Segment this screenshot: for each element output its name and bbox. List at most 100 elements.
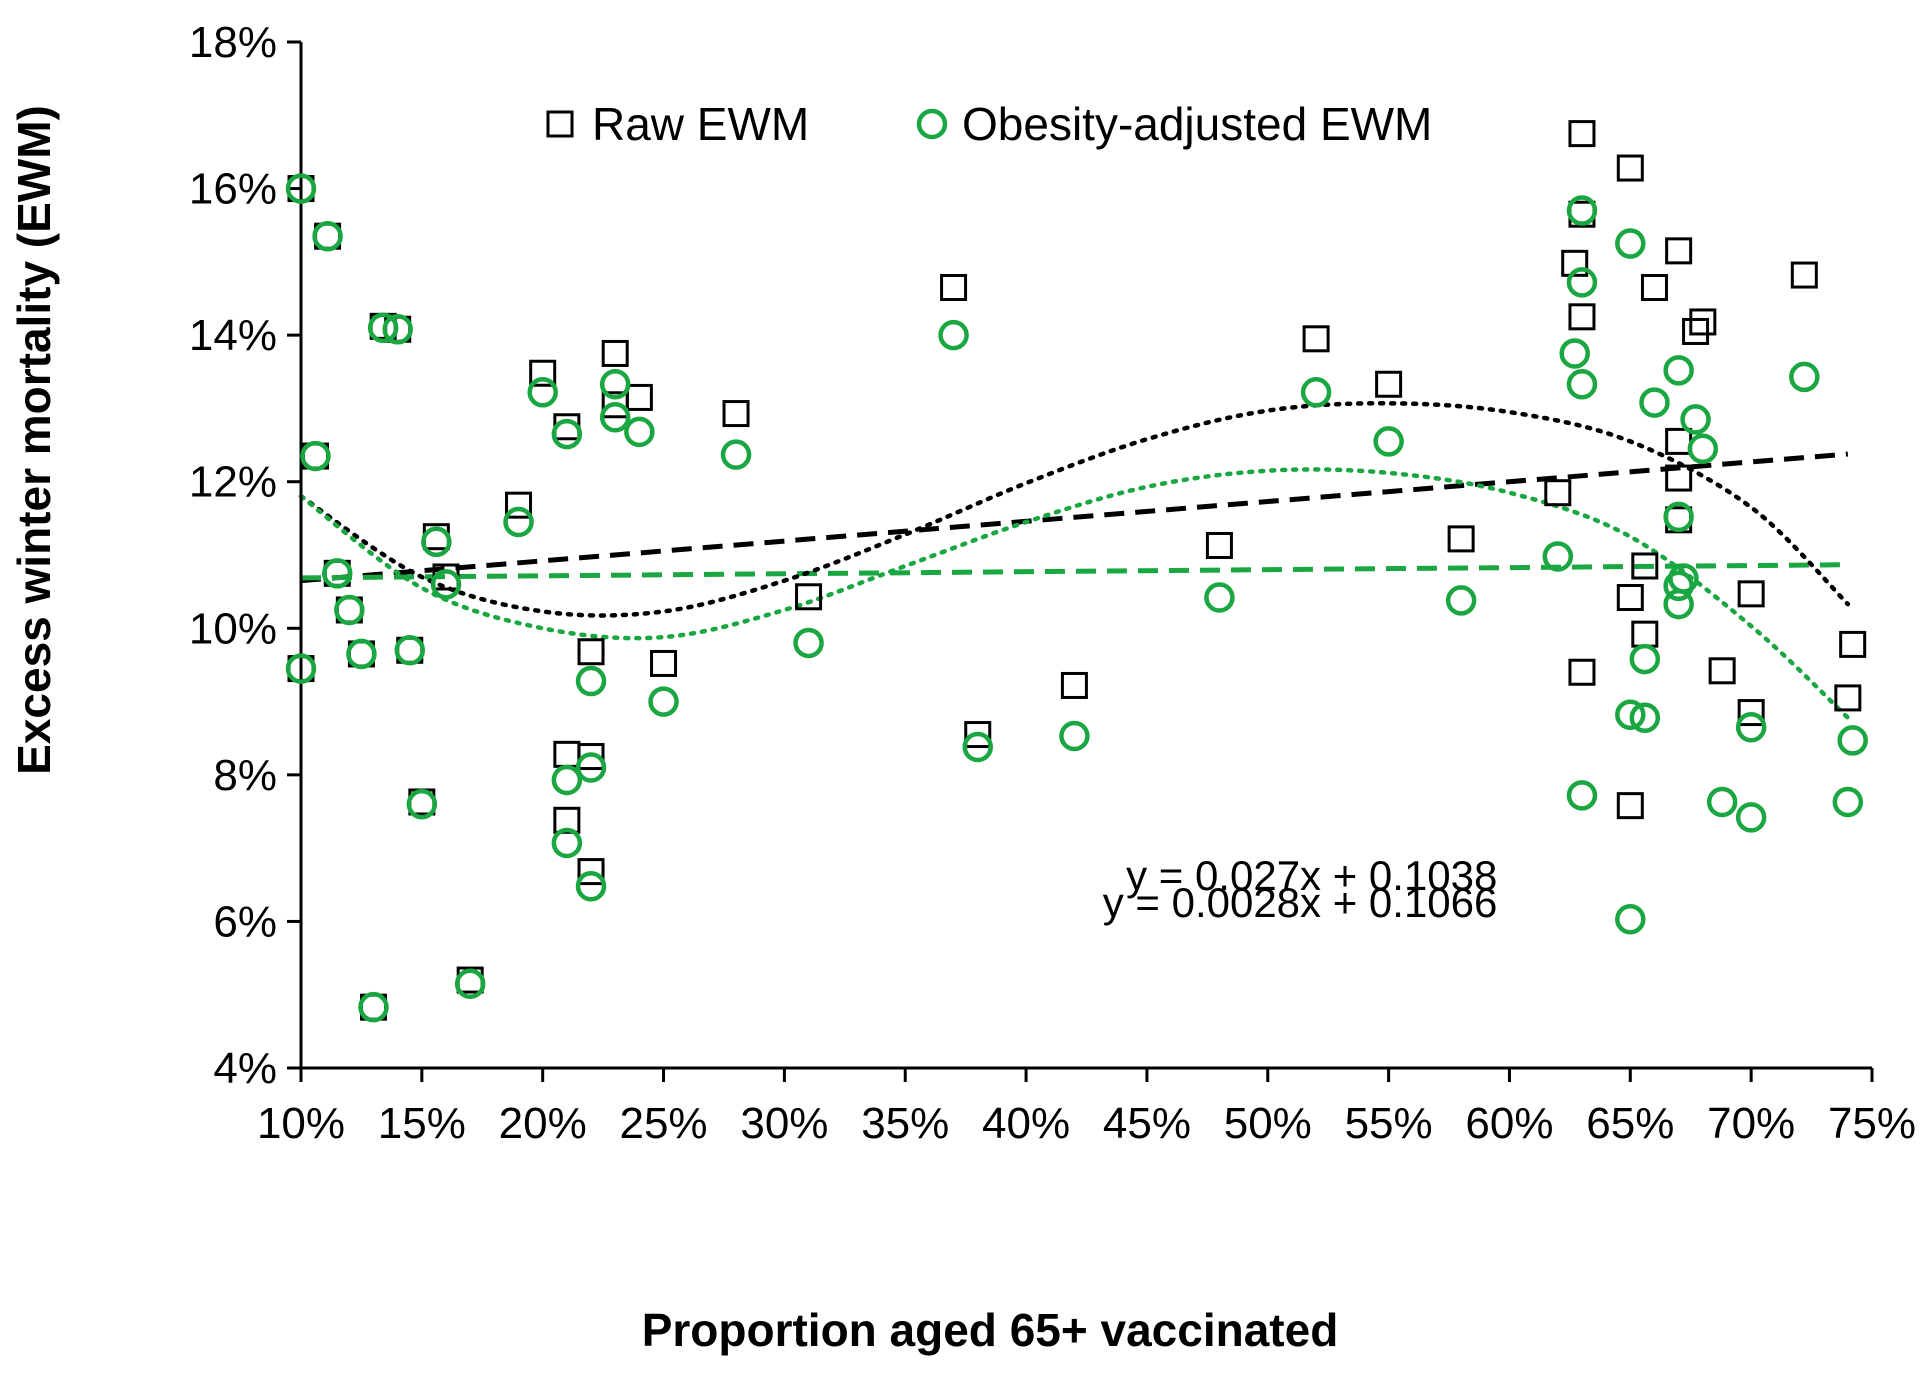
adjusted-ewm-point xyxy=(367,312,399,344)
adjusted-ewm-point xyxy=(1663,501,1694,533)
adjusted-ewm-point xyxy=(1789,361,1820,393)
raw-ewm-point xyxy=(529,359,557,387)
adjusted-ewm-point xyxy=(430,569,462,600)
raw-ewm-point xyxy=(1060,671,1088,699)
legend-label-adjusted: Obesity-adjusted EWM xyxy=(962,98,1432,150)
adjusted-ewm-point xyxy=(1680,404,1711,435)
raw-ewm-point xyxy=(1568,120,1596,148)
adjusted-ewm-point xyxy=(575,665,607,697)
adjusted-ewm-point xyxy=(551,418,583,450)
adjusted-ewm-point xyxy=(599,368,631,400)
axes xyxy=(299,42,1872,1070)
raw-ewm-point xyxy=(964,721,992,749)
adjusted-ewm-point xyxy=(962,731,993,763)
raw-ewm-point xyxy=(1568,658,1596,686)
x-tick-label: 25% xyxy=(619,1099,707,1148)
raw-ewm-point xyxy=(1737,580,1765,608)
raw-ewm-point xyxy=(940,274,968,302)
adjusted-ewm-point xyxy=(1566,780,1598,811)
adjusted-ewm-point xyxy=(1663,355,1694,386)
tick-marks: 4% 6% 8% 10% 12% 14% 16% 18% 10% 15% 20% 25% 30% 35% 4… xyxy=(189,18,1916,1148)
adjusted-ewm-point xyxy=(503,506,534,538)
adjusted-ewm-point xyxy=(1615,903,1646,935)
x-tick-label: 45% xyxy=(1103,1099,1191,1148)
data-points xyxy=(285,120,1868,1023)
raw-ewm-point xyxy=(625,383,653,411)
adjusted-ewm-point xyxy=(648,686,679,717)
raw-ewm-point xyxy=(1790,261,1818,289)
adjusted-ewm-point xyxy=(1832,786,1864,818)
raw-ewm-point xyxy=(1375,370,1403,398)
linear-trendline xyxy=(300,562,1848,581)
adjusted-ewm-point xyxy=(1639,387,1670,418)
adjusted-ewm-point xyxy=(394,635,426,666)
raw-ewm-point xyxy=(650,649,678,677)
y-tick-label: 14% xyxy=(189,311,277,360)
equation-adjusted: y = 0.0028x + 0.1066 xyxy=(1103,879,1498,926)
adjusted-ewm-point xyxy=(300,440,331,472)
raw-ewm-point xyxy=(1631,552,1659,580)
raw-ewm-point xyxy=(577,638,605,666)
x-tick-label: 10% xyxy=(257,1099,345,1148)
adjusted-ewm-point xyxy=(1373,426,1404,457)
adjusted-ewm-point xyxy=(382,314,413,345)
raw-ewm-point xyxy=(1631,620,1659,648)
x-tick-label: 30% xyxy=(740,1099,828,1148)
adjusted-ewm-point xyxy=(406,788,438,820)
legend-label-raw: Raw EWM xyxy=(592,98,809,150)
y-tick-label: 16% xyxy=(189,165,277,214)
adjusted-ewm-point xyxy=(454,968,486,999)
adjusted-ewm-point xyxy=(938,319,969,351)
adjusted-ewm-point xyxy=(1566,195,1598,226)
adjusted-ewm-point xyxy=(1615,228,1646,259)
adjusted-ewm-point xyxy=(1559,338,1590,369)
raw-ewm-point xyxy=(505,491,533,519)
x-tick-label: 70% xyxy=(1707,1099,1795,1148)
equation-raw: y = 0.027x + 0.1038 xyxy=(1126,852,1497,899)
polynomial-trendline xyxy=(298,467,1851,720)
adjusted-ewm-point xyxy=(421,526,452,558)
raw-ewm-point xyxy=(553,806,581,834)
raw-ewm-point xyxy=(577,743,605,771)
raw-ewm-point xyxy=(1302,325,1330,353)
adjusted-ewm-point xyxy=(1615,699,1646,731)
x-tick-label: 35% xyxy=(861,1099,949,1148)
adjusted-ewm-point xyxy=(1687,433,1719,464)
raw-ewm-point xyxy=(601,339,629,367)
raw-ewm-point xyxy=(1665,464,1693,492)
raw-ewm-point xyxy=(1834,684,1862,712)
raw-ewm-point xyxy=(722,400,750,428)
adjusted-ewm-point xyxy=(1566,267,1598,298)
legend: Raw EWM Obesity-adjusted EWM xyxy=(546,98,1432,150)
adjusted-ewm-point xyxy=(1663,588,1694,620)
adjusted-ewm-point xyxy=(1629,702,1661,733)
raw-ewm-point xyxy=(1737,699,1765,727)
legend-circle-marker xyxy=(916,108,948,140)
x-tick-label: 40% xyxy=(982,1099,1070,1148)
x-axis-title: Proportion aged 65+ vaccinated xyxy=(642,1304,1339,1356)
adjusted-ewm-point xyxy=(1837,725,1868,756)
adjusted-ewm-point xyxy=(1300,377,1332,408)
raw-ewm-point xyxy=(1616,792,1644,820)
x-tick-label: 20% xyxy=(499,1099,587,1148)
adjusted-ewm-point xyxy=(1542,541,1574,572)
adjusted-ewm-point xyxy=(575,871,607,902)
polynomial-trendline xyxy=(298,401,1851,618)
adjusted-ewm-point xyxy=(599,401,631,433)
raw-ewm-point xyxy=(1839,630,1867,658)
y-axis-title: Excess winter mortality (EWM) xyxy=(8,105,60,775)
adjusted-ewm-point xyxy=(551,764,583,796)
raw-ewm-point xyxy=(1616,584,1644,612)
adjusted-ewm-point xyxy=(285,653,317,684)
adjusted-ewm-point xyxy=(793,627,824,659)
x-tick-label: 75% xyxy=(1828,1099,1916,1148)
adjusted-ewm-point xyxy=(322,558,353,589)
raw-ewm-point xyxy=(1640,274,1668,302)
adjusted-ewm-point xyxy=(285,173,317,204)
x-tick-label: 50% xyxy=(1224,1099,1312,1148)
x-tick-label: 60% xyxy=(1465,1099,1553,1148)
adjusted-ewm-point xyxy=(1706,786,1738,818)
y-tick-label: 18% xyxy=(189,18,277,67)
raw-ewm-point xyxy=(1544,479,1572,507)
